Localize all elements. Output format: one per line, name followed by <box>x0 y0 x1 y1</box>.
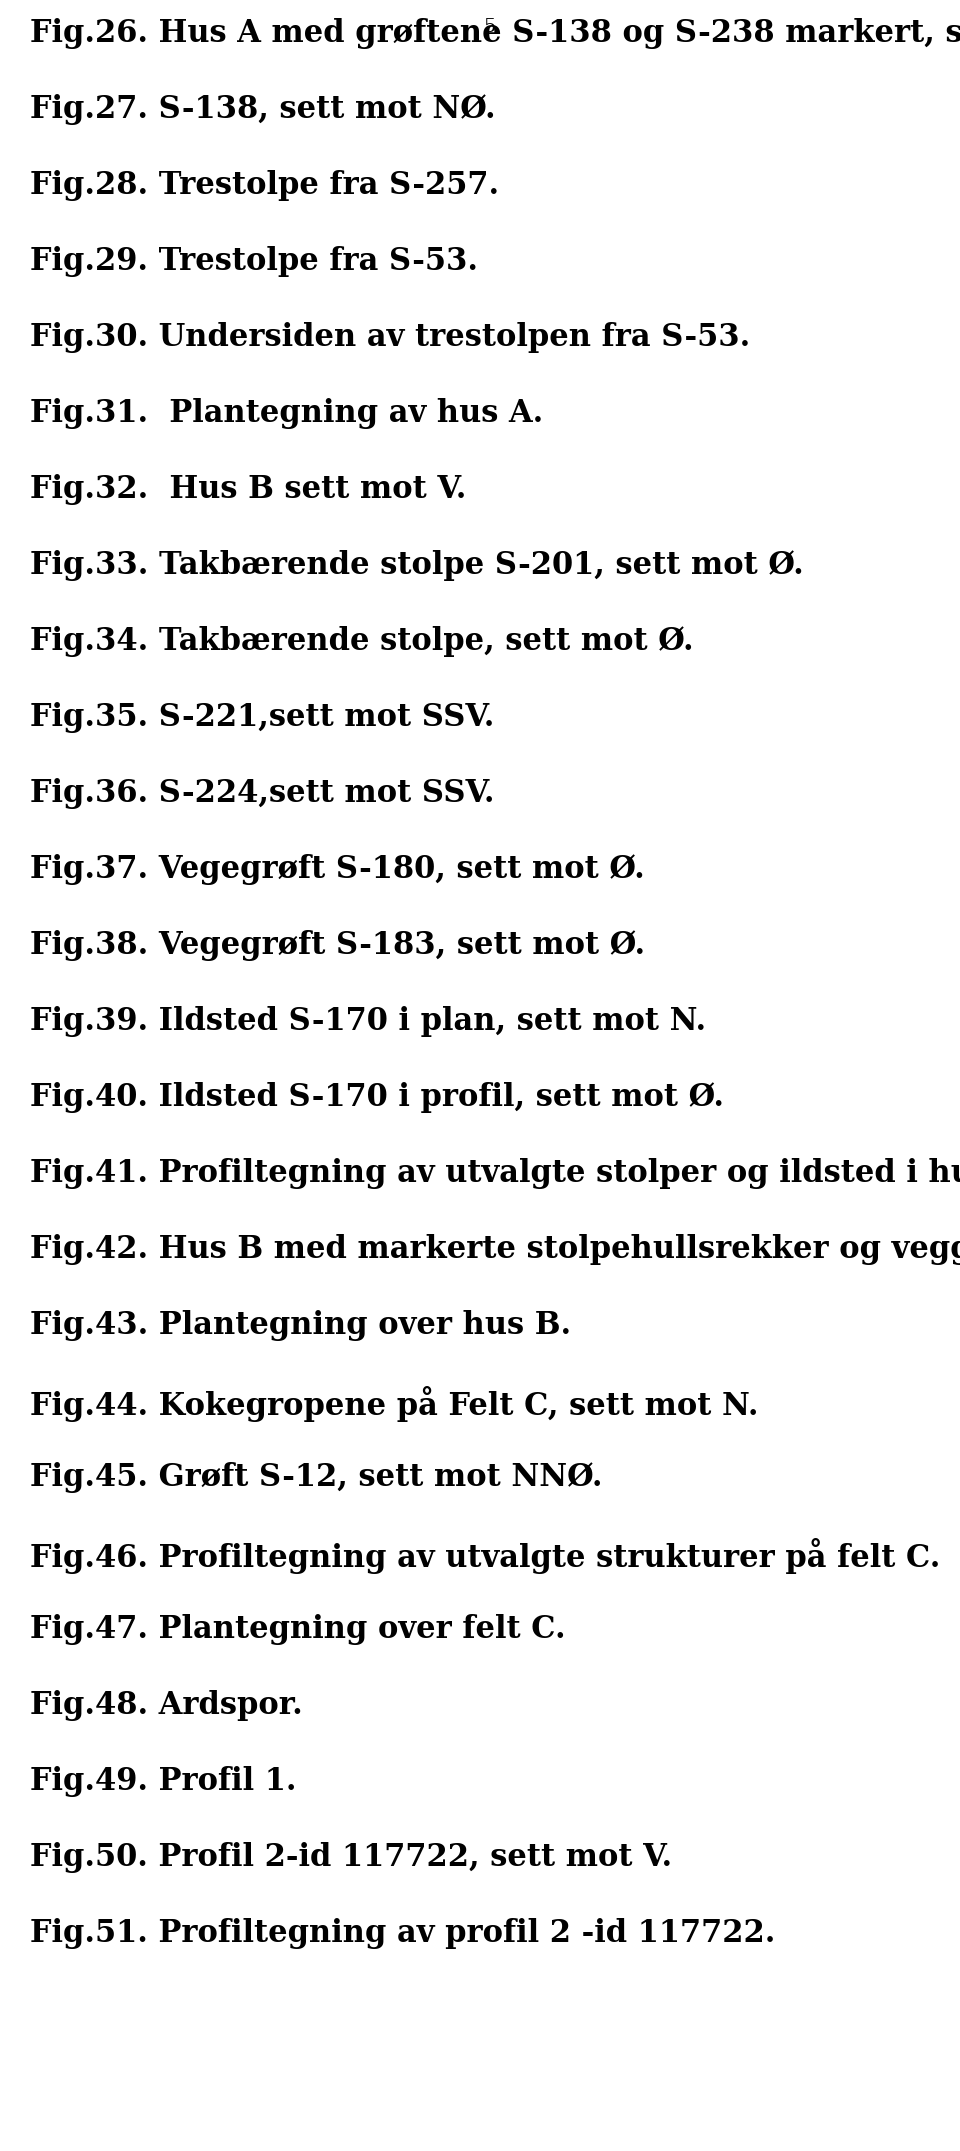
Text: Fig.35. S-221,sett mot SSV.: Fig.35. S-221,sett mot SSV. <box>30 701 494 733</box>
Text: Fig.50. Profil 2-id 117722, sett mot V.: Fig.50. Profil 2-id 117722, sett mot V. <box>30 1841 672 1874</box>
Text: Fig.46. Profiltegning av utvalgte strukturer på felt C.: Fig.46. Profiltegning av utvalgte strukt… <box>30 1538 941 1575</box>
Text: Fig.37. Vegegrøft S-180, sett mot Ø.: Fig.37. Vegegrøft S-180, sett mot Ø. <box>30 854 645 884</box>
Text: Fig.49. Profil 1.: Fig.49. Profil 1. <box>30 1766 297 1796</box>
Text: Fig.29. Trestolpe fra S-53.: Fig.29. Trestolpe fra S-53. <box>30 245 478 277</box>
Text: Fig.44. Kokegropene på Felt C, sett mot N.: Fig.44. Kokegropene på Felt C, sett mot … <box>30 1385 758 1422</box>
Text: Fig.40. Ildsted S-170 i profil, sett mot Ø.: Fig.40. Ildsted S-170 i profil, sett mot… <box>30 1082 724 1112</box>
Text: Fig.45. Grøft S-12, sett mot NNØ.: Fig.45. Grøft S-12, sett mot NNØ. <box>30 1463 603 1493</box>
Text: Fig.42. Hus B med markerte stolpehullsrekker og veggrøfter, sett mot Ø.: Fig.42. Hus B med markerte stolpehullsre… <box>30 1235 960 1265</box>
Text: Fig.38. Vegegrøft S-183, sett mot Ø.: Fig.38. Vegegrøft S-183, sett mot Ø. <box>30 929 645 961</box>
Text: Fig.51. Profiltegning av profil 2 -id 117722.: Fig.51. Profiltegning av profil 2 -id 11… <box>30 1919 776 1949</box>
Text: Fig.48. Ardspor.: Fig.48. Ardspor. <box>30 1691 302 1721</box>
Text: Fig.30. Undersiden av trestolpen fra S-53.: Fig.30. Undersiden av trestolpen fra S-5… <box>30 323 751 353</box>
Text: Fig.26. Hus A med grøftene S-138 og S-238 markert, sett mot NØ.: Fig.26. Hus A med grøftene S-138 og S-23… <box>30 17 960 49</box>
Text: Fig.39. Ildsted S-170 i plan, sett mot N.: Fig.39. Ildsted S-170 i plan, sett mot N… <box>30 1007 707 1037</box>
Text: 5: 5 <box>484 17 496 37</box>
Text: Fig.27. S-138, sett mot NØ.: Fig.27. S-138, sett mot NØ. <box>30 95 495 125</box>
Text: Fig.47. Plantegning over felt C.: Fig.47. Plantegning over felt C. <box>30 1613 565 1646</box>
Text: Fig.32.  Hus B sett mot V.: Fig.32. Hus B sett mot V. <box>30 473 467 505</box>
Text: Fig.34. Takbærende stolpe, sett mot Ø.: Fig.34. Takbærende stolpe, sett mot Ø. <box>30 626 694 656</box>
Text: Fig.28. Trestolpe fra S-257.: Fig.28. Trestolpe fra S-257. <box>30 170 499 200</box>
Text: Fig.31.  Plantegning av hus A.: Fig.31. Plantegning av hus A. <box>30 398 543 428</box>
Text: Fig.43. Plantegning over hus B.: Fig.43. Plantegning over hus B. <box>30 1310 571 1340</box>
Text: Fig.41. Profiltegning av utvalgte stolper og ildsted i hus B.: Fig.41. Profiltegning av utvalgte stolpe… <box>30 1157 960 1190</box>
Text: Fig.36. S-224,sett mot SSV.: Fig.36. S-224,sett mot SSV. <box>30 779 494 809</box>
Text: Fig.33. Takbærende stolpe S-201, sett mot Ø.: Fig.33. Takbærende stolpe S-201, sett mo… <box>30 551 804 581</box>
